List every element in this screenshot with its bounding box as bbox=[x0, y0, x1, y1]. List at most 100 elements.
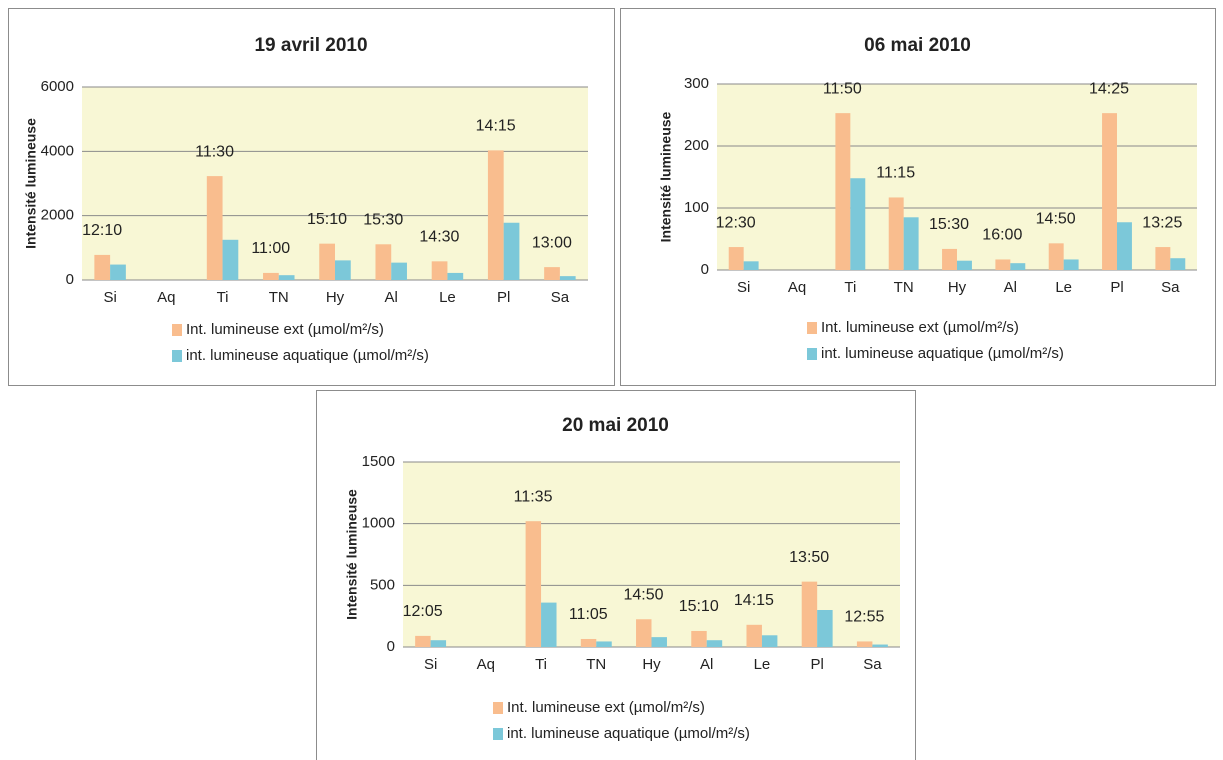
y-tick-label: 300 bbox=[684, 75, 709, 92]
bar bbox=[391, 262, 407, 280]
bar bbox=[525, 521, 542, 647]
bar bbox=[801, 581, 818, 647]
x-tick-label: Le bbox=[439, 289, 456, 306]
bar bbox=[706, 640, 723, 647]
y-axis-label: Intensité lumineuse bbox=[23, 118, 39, 249]
time-label: 11:00 bbox=[251, 240, 290, 257]
bar bbox=[903, 217, 919, 270]
bar bbox=[651, 637, 667, 647]
bar bbox=[430, 640, 447, 647]
bar bbox=[691, 630, 707, 647]
legend-swatch bbox=[493, 728, 503, 740]
x-tick-label: Hy bbox=[948, 279, 967, 296]
bar bbox=[278, 275, 295, 280]
time-label: 11:30 bbox=[195, 143, 234, 160]
time-label: 11:50 bbox=[823, 80, 862, 97]
x-tick-label: Aq bbox=[477, 656, 495, 673]
bar bbox=[110, 264, 126, 280]
bar bbox=[544, 267, 560, 280]
legend-label: Int. lumineuse ext (µmol/m²/s) bbox=[507, 699, 705, 716]
x-tick-label: Aq bbox=[788, 279, 806, 296]
bar bbox=[957, 260, 972, 270]
time-label: 12:05 bbox=[403, 603, 443, 620]
legend-label: int. lumineuse aquatique (µmol/m²/s) bbox=[507, 725, 750, 742]
chart-title: 19 avril 2010 bbox=[254, 35, 367, 56]
bar bbox=[888, 197, 904, 270]
time-label: 15:30 bbox=[363, 212, 403, 229]
time-label: 14:15 bbox=[476, 118, 516, 135]
x-tick-label: Sa bbox=[551, 289, 570, 306]
legend-swatch bbox=[807, 322, 817, 334]
x-tick-label: Aq bbox=[157, 289, 175, 306]
x-tick-label: Si bbox=[424, 656, 437, 673]
x-tick-label: Le bbox=[1055, 279, 1072, 296]
y-tick-label: 0 bbox=[66, 271, 74, 288]
bar bbox=[1117, 222, 1132, 270]
time-label: 15:10 bbox=[679, 598, 719, 615]
x-tick-label: Pl bbox=[497, 289, 510, 306]
x-tick-label: Hy bbox=[326, 289, 345, 306]
time-label: 13:25 bbox=[1142, 214, 1182, 231]
y-tick-label: 1000 bbox=[362, 515, 395, 532]
bar bbox=[222, 239, 239, 280]
time-label: 14:50 bbox=[1036, 211, 1076, 228]
x-tick-label: Ti bbox=[844, 279, 856, 296]
bar bbox=[335, 260, 351, 280]
x-tick-label: Hy bbox=[642, 656, 661, 673]
bar bbox=[835, 113, 851, 270]
legend-label: int. lumineuse aquatique (µmol/m²/s) bbox=[821, 345, 1064, 362]
y-axis-label: Intensité lumineuse bbox=[344, 489, 360, 620]
bar bbox=[942, 248, 957, 270]
y-tick-label: 1500 bbox=[362, 453, 395, 470]
x-tick-label: Pl bbox=[1110, 279, 1123, 296]
legend-swatch bbox=[493, 702, 503, 714]
bar bbox=[728, 247, 744, 270]
x-tick-label: Al bbox=[385, 289, 398, 306]
time-label: 11:15 bbox=[876, 165, 915, 182]
bar bbox=[206, 176, 223, 280]
bar bbox=[447, 272, 464, 280]
bar bbox=[1010, 263, 1026, 270]
time-label: 13:50 bbox=[789, 549, 829, 566]
time-label: 11:05 bbox=[569, 606, 608, 623]
bar bbox=[1102, 113, 1117, 270]
bar bbox=[746, 624, 762, 647]
bar bbox=[94, 254, 111, 280]
x-tick-label: Ti bbox=[535, 656, 547, 673]
bar bbox=[1048, 243, 1064, 270]
x-tick-label: Ti bbox=[217, 289, 229, 306]
x-tick-label: Le bbox=[754, 656, 771, 673]
time-label: 12:10 bbox=[82, 222, 122, 239]
time-label: 12:55 bbox=[844, 609, 884, 626]
bar bbox=[431, 261, 448, 280]
bar bbox=[487, 150, 504, 280]
bar bbox=[856, 641, 873, 647]
chart-title: 06 mai 2010 bbox=[864, 35, 971, 56]
bar bbox=[559, 276, 576, 280]
bar bbox=[375, 244, 392, 280]
time-label: 14:15 bbox=[734, 592, 774, 609]
x-tick-label: Sa bbox=[863, 656, 882, 673]
time-label: 16:00 bbox=[982, 227, 1022, 244]
x-tick-label: Al bbox=[700, 656, 713, 673]
bar bbox=[1170, 258, 1186, 270]
x-tick-label: Pl bbox=[810, 656, 823, 673]
bar bbox=[872, 644, 888, 647]
bar bbox=[743, 261, 759, 270]
bar bbox=[761, 635, 778, 647]
x-tick-label: TN bbox=[586, 656, 606, 673]
y-tick-label: 0 bbox=[387, 638, 395, 655]
time-label: 13:00 bbox=[532, 234, 572, 251]
y-tick-label: 0 bbox=[701, 261, 709, 278]
y-tick-label: 2000 bbox=[41, 207, 74, 224]
legend-label: Int. lumineuse ext (µmol/m²/s) bbox=[186, 321, 384, 338]
x-tick-label: Si bbox=[737, 279, 750, 296]
y-tick-label: 4000 bbox=[41, 142, 74, 159]
time-label: 12:30 bbox=[716, 214, 756, 231]
bar bbox=[1155, 247, 1171, 270]
x-tick-label: TN bbox=[269, 289, 289, 306]
y-tick-label: 200 bbox=[684, 137, 709, 154]
bar bbox=[636, 619, 652, 647]
chart-title: 20 mai 2010 bbox=[562, 415, 669, 436]
